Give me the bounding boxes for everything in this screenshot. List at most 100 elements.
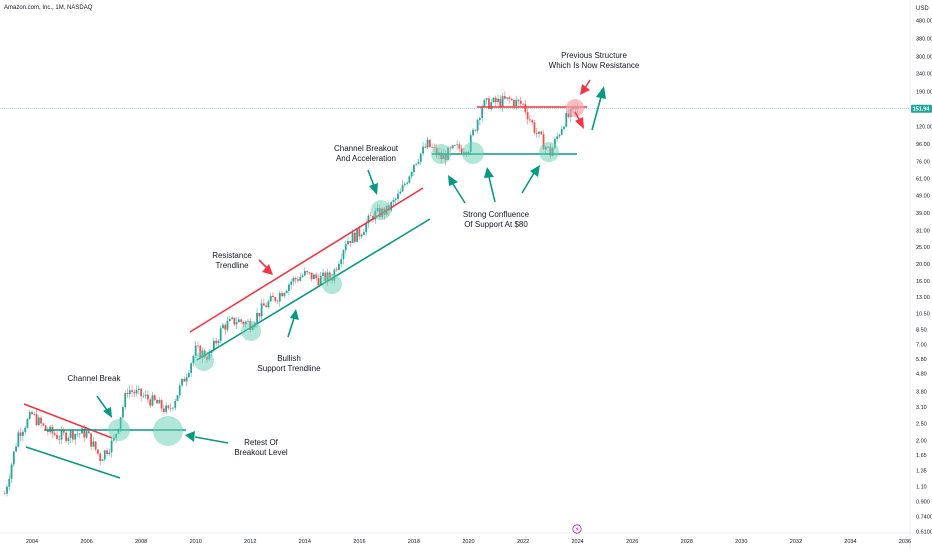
x-tick-label-7: 2018 (408, 539, 420, 545)
candle (147, 390, 149, 404)
candle (178, 383, 181, 399)
candle (94, 441, 97, 452)
candle (174, 398, 177, 411)
candle (231, 315, 233, 321)
candle (485, 97, 488, 105)
candle (22, 429, 24, 442)
time-axis[interactable]: 2004 2006 2008 2010 2012 2014 2016 2018 2020 2022… (26, 539, 911, 545)
candle (31, 410, 33, 415)
candle (47, 426, 49, 436)
y-tick-label-16: 13.00 (916, 295, 930, 301)
candle (19, 427, 22, 442)
candle (413, 164, 415, 176)
candle (10, 463, 13, 484)
candle (299, 272, 302, 282)
highlight-confluence-2 (462, 142, 484, 164)
candle (283, 292, 286, 298)
x-tick-label-10: 2024 (571, 539, 583, 545)
arrow-channel-break (96, 395, 112, 418)
price-axis[interactable]: 480.00380.00300.00240.00190.00150.00120.… (916, 19, 932, 536)
y-tick-label-12: 31.00 (916, 229, 930, 235)
x-tick-label-13: 2030 (735, 539, 747, 545)
candle (51, 424, 54, 438)
candle (401, 180, 404, 193)
highlight-retest (153, 416, 183, 446)
candle (37, 415, 40, 427)
y-tick-label-17: 10.50 (916, 311, 930, 317)
candle (60, 425, 63, 445)
candle (194, 340, 197, 358)
candle (415, 163, 418, 166)
candle (124, 390, 127, 410)
candle (237, 316, 240, 323)
candle (394, 197, 397, 205)
candle (69, 429, 72, 444)
candle (103, 449, 106, 462)
candle (108, 448, 111, 457)
x-tick-label-14: 2032 (790, 539, 802, 545)
arrow-rejection-down (574, 111, 584, 129)
candle (260, 299, 263, 321)
anno-retest-2: Breakout Level (234, 448, 288, 457)
candle (6, 484, 8, 497)
y-tick-label-18: 8.50 (916, 328, 927, 334)
candle (335, 267, 338, 272)
candle (474, 129, 477, 132)
x-tick-label-6: 2016 (353, 539, 365, 545)
candle (128, 385, 131, 398)
candle (235, 317, 238, 329)
candle (519, 96, 522, 107)
candle (228, 316, 231, 322)
y-tick-label-11: 39.00 (916, 211, 930, 217)
candle (262, 298, 265, 306)
candle (281, 291, 283, 297)
candle (172, 406, 174, 411)
candle (392, 196, 395, 207)
candle (363, 229, 365, 235)
x-tick-label-4: 2012 (244, 539, 256, 545)
anno-previous-2: Which Is Now Resistance (549, 61, 640, 70)
candle (294, 276, 297, 284)
x-tick-label-11: 2026 (626, 539, 638, 545)
arrow-channel-breakout (367, 169, 378, 195)
x-tick-label-9: 2022 (517, 539, 529, 545)
candle (26, 417, 29, 429)
event-marker[interactable] (572, 524, 582, 534)
candle (40, 415, 42, 428)
candle (406, 180, 409, 186)
candle (533, 119, 536, 135)
candle (222, 322, 224, 329)
candle (419, 153, 422, 166)
candle (181, 378, 183, 388)
y-tick-label-4: 190.00 (916, 90, 932, 96)
y-tick-label-3: 240.00 (916, 72, 932, 78)
candle (508, 95, 511, 104)
candle (97, 449, 99, 456)
candle (501, 92, 504, 113)
candle (28, 409, 31, 421)
candle (190, 362, 193, 377)
candle (310, 272, 313, 282)
candle (53, 431, 56, 437)
candle (158, 397, 161, 404)
candle (142, 392, 145, 399)
candles (3, 91, 579, 497)
arrow-retest (185, 431, 229, 444)
candle (526, 108, 529, 125)
highlight-previous-structure (566, 99, 584, 117)
candle (131, 385, 133, 397)
candle (417, 158, 420, 166)
candle (160, 399, 163, 413)
arrow-confluence-right (521, 165, 540, 194)
candle (58, 434, 61, 445)
y-tick-label-19: 7.00 (916, 343, 927, 349)
candle (176, 395, 179, 402)
candle (185, 373, 188, 387)
candle (483, 98, 486, 108)
candle (12, 451, 15, 468)
candle (278, 290, 281, 307)
candle (151, 391, 154, 407)
candle (135, 385, 138, 397)
